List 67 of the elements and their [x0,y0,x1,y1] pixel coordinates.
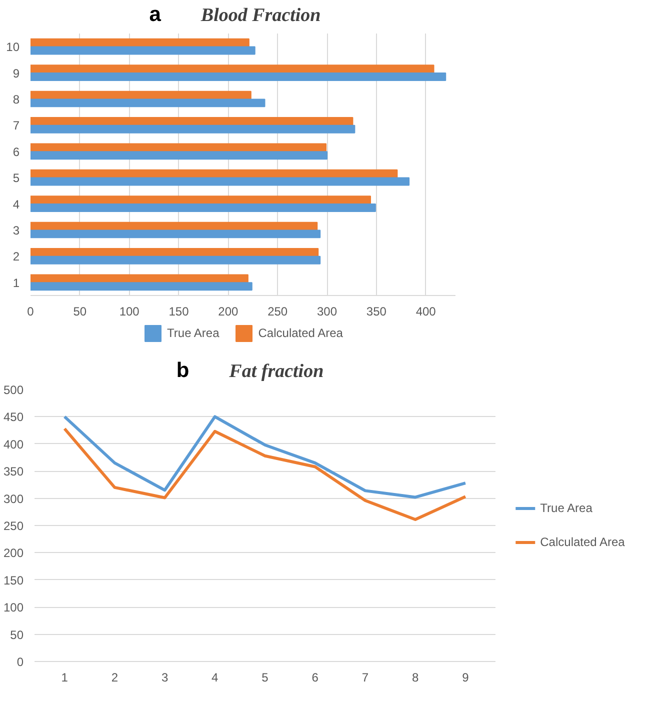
legend-label: Calculated Area [540,535,625,549]
bar [30,143,327,152]
bar [30,274,248,283]
x-tick-label: 0 [27,304,34,318]
line-series [63,415,467,499]
bar [30,151,328,160]
x-tick-label: 8 [412,670,419,684]
x-tick-label: 300 [317,304,338,318]
x-tick-label: 150 [168,304,190,318]
bar [30,98,266,108]
y-tick-label: 0 [16,655,24,669]
bar [30,117,354,126]
y-tick-label: 2 [12,250,20,264]
y-tick-label: 6 [12,144,20,159]
legend-label: Calculated Area [258,326,343,340]
bar [30,169,398,178]
chart-title: Blood Fraction [200,5,321,26]
y-tick-label: 50 [10,628,24,642]
bar [30,196,371,204]
bar [30,46,256,55]
bar [30,203,376,212]
bar [30,72,446,81]
y-tick-label: 400 [3,437,24,452]
x-tick-label: 250 [268,304,288,318]
x-tick-label: 5 [262,670,269,684]
y-tick-label: 500 [3,383,24,397]
bar [30,248,319,257]
text: b [176,359,190,382]
y-tick-label: 8 [12,92,20,106]
x-tick-label: 50 [73,304,87,318]
y-tick-label: 9 [12,66,20,80]
y-tick-label: 300 [3,492,24,506]
legend-label: True Area [167,326,220,340]
chart-title: Fat fraction [229,361,324,382]
x-tick-label: 200 [218,304,239,318]
y-tick-label: 200 [3,546,24,560]
y-tick-label: 100 [3,600,24,615]
x-tick-label: 7 [362,670,369,684]
y-tick-label: 150 [3,573,24,588]
y-tick-label: 7 [12,118,20,133]
bar [30,177,410,186]
line-series [63,427,467,522]
bar [30,64,434,74]
legend-label: True Area [540,501,592,515]
bar [30,230,321,238]
x-tick-label: 6 [312,670,319,684]
y-tick-label: 10 [6,40,20,54]
text: a [149,3,161,26]
y-tick-label: 250 [3,519,24,533]
y-tick-label: 4 [12,197,20,212]
x-tick-label: 4 [212,670,219,684]
y-tick-label: 3 [12,224,20,238]
x-tick-label: 3 [161,670,168,684]
y-tick-label: 450 [3,410,24,424]
bar [30,256,321,264]
y-tick-label: 5 [12,171,20,186]
bar [30,124,356,134]
x-tick-label: 9 [462,670,470,684]
y-tick-label: 350 [3,464,24,479]
x-tick-label: 400 [416,304,436,318]
x-tick-label: 350 [366,304,387,318]
y-tick-label: 1 [12,276,20,290]
bar [30,38,250,47]
x-tick-label: 1 [61,670,68,684]
bar [30,282,252,291]
x-tick-label: 2 [111,670,118,684]
x-tick-label: 100 [119,304,140,318]
